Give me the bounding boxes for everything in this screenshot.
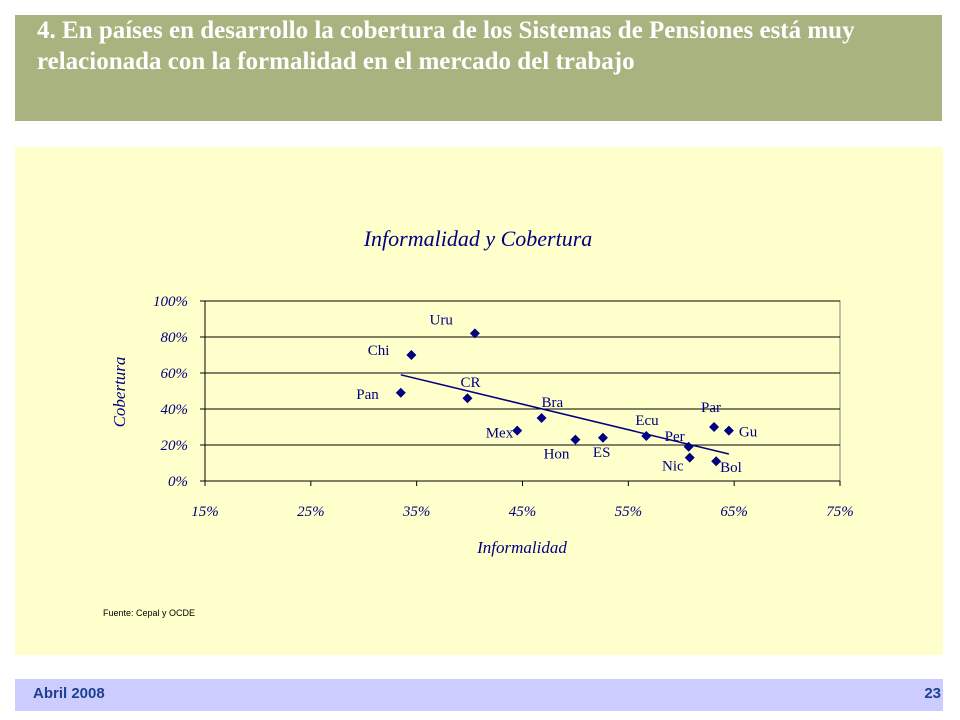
point-label-cr: CR [460, 375, 480, 391]
data-point-uru [469, 328, 480, 339]
source-note: Fuente: Cepal y OCDE [103, 608, 196, 618]
data-point-per [683, 441, 694, 452]
x-tick-label: 25% [297, 504, 325, 520]
trendline [400, 374, 730, 455]
data-point-bol [711, 456, 722, 467]
y-tick-label: 20% [161, 438, 189, 454]
point-label-mex: Mex [486, 426, 514, 442]
point-label-hon: Hon [544, 447, 570, 463]
x-tick-label: 75% [826, 504, 854, 520]
data-point-hon [570, 434, 581, 445]
x-tick-label: 35% [402, 504, 431, 520]
point-label-bra: Bra [542, 395, 564, 411]
x-tick-label: 15% [191, 504, 219, 520]
point-label-per: Per [665, 429, 685, 445]
data-point-gu [723, 425, 734, 436]
point-label-gu: Gu [739, 425, 758, 441]
chart-title: Informalidad y Cobertura [363, 226, 593, 251]
y-tick-label: 0% [168, 474, 188, 490]
data-point-ecu [641, 431, 652, 441]
data-point-es [597, 432, 608, 443]
x-axis-label: Informalidad [476, 538, 567, 557]
point-label-es: ES [593, 445, 611, 461]
x-tick-label: 65% [720, 504, 748, 520]
data-point-nic [684, 452, 695, 463]
y-tick-label: 40% [161, 402, 189, 418]
slide-title-bar: 4. En países en desarrollo la cobertura … [15, 15, 942, 121]
plot-area [204, 300, 841, 482]
data-point-cr [462, 393, 473, 404]
y-tick-label: 80% [161, 330, 189, 346]
footer-bar: Abril 2008 23 [15, 679, 943, 711]
point-label-ecu: Ecu [635, 413, 659, 429]
y-tick-label: 60% [161, 366, 189, 382]
point-label-uru: Uru [430, 312, 454, 328]
x-tick-label: 45% [509, 504, 537, 520]
data-point-mex [512, 425, 523, 436]
data-point-pan [395, 387, 406, 398]
page-number: 23 [924, 685, 941, 702]
y-axis-label: Cobertura [110, 357, 129, 428]
point-label-bol: Bol [720, 460, 742, 476]
y-tick-label: 100% [153, 294, 188, 310]
data-point-par [709, 422, 720, 432]
data-point-chi [406, 350, 417, 360]
data-point-bra [536, 413, 547, 423]
point-label-par: Par [701, 400, 721, 416]
point-label-pan: Pan [356, 387, 379, 403]
slide-title: 4. En países en desarrollo la cobertura … [37, 17, 855, 75]
point-label-chi: Chi [368, 343, 390, 359]
footer-date: Abril 2008 [33, 685, 105, 702]
x-tick-label: 55% [615, 504, 643, 520]
point-label-nic: Nic [662, 459, 684, 475]
